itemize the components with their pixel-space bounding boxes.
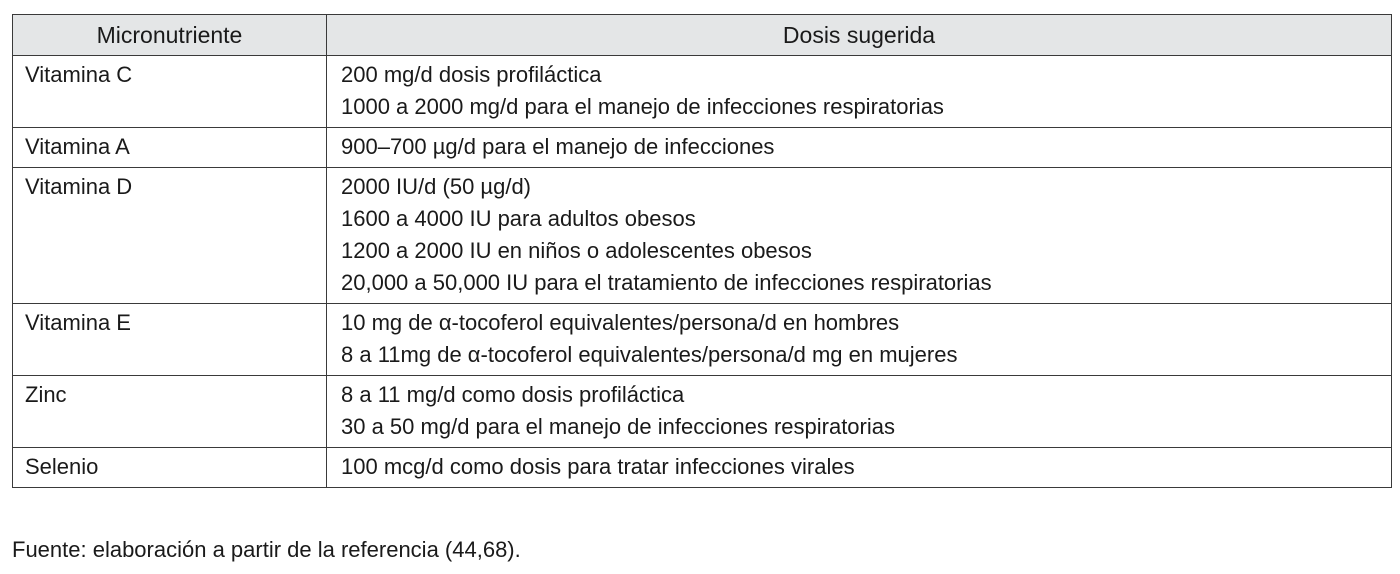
dose-cell: 8 a 11 mg/d como dosis profiláctica 30 a …	[326, 375, 1392, 448]
micronutrient-cell: Vitamina C	[12, 55, 327, 128]
dose-line: 1600 a 4000 IU para adultos obesos	[341, 206, 696, 231]
source-note: Fuente: elaboración a partir de la refer…	[12, 537, 521, 562]
dose-cell: 10 mg de α-tocoferol equivalentes/person…	[326, 303, 1392, 376]
header-micronutrient: Micronutriente	[12, 14, 327, 56]
dose-cell: 2000 IU/d (50 µg/d) 1600 a 4000 IU para a…	[326, 167, 1392, 304]
dose-cell: 100 mcg/d como dosis para tratar infecci…	[326, 447, 1392, 488]
table-row: Vitamina A 900–700 µg/d para el manejo de…	[12, 127, 1392, 168]
table-header-row: Micronutriente Dosis sugerida	[12, 14, 1392, 56]
dose-line: 200 mg/d dosis profiláctica	[341, 62, 602, 87]
table-body: Vitamina C 200 mg/d dosis profiláctica 100…	[12, 55, 1392, 488]
dose-line: 10 mg de α-tocoferol equivalentes/person…	[341, 310, 900, 335]
dose-cell: 900–700 µg/d para el manejo de infeccion…	[326, 127, 1392, 168]
dose-line: 1200 a 2000 IU en niños o adolescentes o…	[341, 238, 812, 263]
dose-line: 900–700 µg/d para el manejo de infeccion…	[341, 134, 775, 159]
micronutrient-cell: Zinc	[12, 375, 327, 448]
dose-line: 20,000 a 50,000 IU para el tratamiento d…	[341, 270, 992, 295]
table-row: Vitamina E 10 mg de α-tocoferol equivalen…	[12, 303, 1392, 376]
table-row: Zinc 8 a 11 mg/d como dosis profiláctica 3…	[12, 375, 1392, 448]
table-row: Vitamina D 2000 IU/d (50 µg/d) 1600 a 4000…	[12, 167, 1392, 304]
table-row: Selenio 100 mcg/d como dosis para tratar …	[12, 447, 1392, 488]
micronutrient-cell: Vitamina E	[12, 303, 327, 376]
dose-line: 2000 IU/d (50 µg/d)	[341, 174, 532, 199]
micronutrient-cell: Selenio	[12, 447, 327, 488]
micronutrient-cell: Vitamina D	[12, 167, 327, 304]
dose-line: 30 a 50 mg/d para el manejo de infeccion…	[341, 414, 895, 439]
micronutrient-table-container: Micronutriente Dosis sugerida Vitamina C…	[12, 14, 1392, 488]
dose-line: 100 mcg/d como dosis para tratar infecci…	[341, 454, 855, 479]
table-row: Vitamina C 200 mg/d dosis profiláctica 100…	[12, 55, 1392, 128]
dose-line: 8 a 11mg de α-tocoferol equivalentes/per…	[341, 342, 958, 367]
dose-line: 1000 a 2000 mg/d para el manejo de infec…	[341, 94, 944, 119]
dose-line: 8 a 11 mg/d como dosis profiláctica	[341, 382, 685, 407]
micronutrient-dose-table: Micronutriente Dosis sugerida Vitamina C…	[12, 14, 1392, 488]
header-suggested-dose: Dosis sugerida	[326, 14, 1392, 56]
micronutrient-cell: Vitamina A	[12, 127, 327, 168]
dose-cell: 200 mg/d dosis profiláctica 1000 a 2000 m…	[326, 55, 1392, 128]
